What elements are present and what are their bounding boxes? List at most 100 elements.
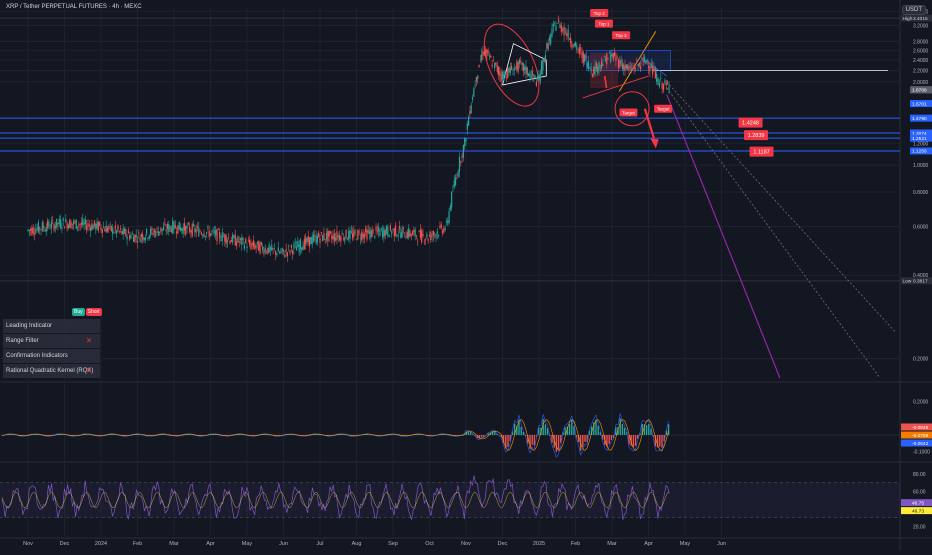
candle-body [185, 226, 186, 235]
candle-body [136, 235, 137, 237]
candle-body [640, 66, 641, 69]
candle-body [222, 232, 223, 240]
candle-body [42, 223, 43, 231]
close-icon[interactable]: ✕ [86, 337, 92, 345]
candle-body [456, 177, 457, 178]
indicator-row-range-filter[interactable]: Range Filter ✕ [3, 334, 100, 348]
osc-line [605, 448, 607, 451]
candle-body [125, 229, 126, 236]
osc-line [631, 449, 633, 451]
indicator-label: Range Filter [6, 338, 39, 344]
annotation-label: Top 2 [594, 11, 606, 16]
x-tick-label: May [242, 541, 253, 547]
candle-body [86, 226, 87, 231]
candle-body [351, 231, 352, 233]
candle-body [584, 54, 585, 61]
candle-body [585, 56, 586, 59]
candle-body [349, 230, 350, 239]
candle-body [130, 235, 131, 238]
candle-body [480, 60, 481, 61]
candle-body [626, 64, 627, 68]
candle-body [568, 30, 569, 38]
x-tick-label: May [680, 541, 691, 547]
osc-signal-line [497, 431, 499, 432]
candle-body [379, 230, 380, 236]
indicator-row-leading[interactable]: Leading Indicator [3, 319, 100, 333]
candle-body [67, 223, 68, 229]
candle-body [322, 236, 323, 241]
candle-body [228, 237, 229, 238]
candle-body [145, 237, 146, 240]
candle-body [505, 72, 506, 75]
candle-body [313, 235, 314, 242]
currency-button[interactable]: USDT [902, 5, 926, 15]
price-scale-label: 1.6701 [912, 101, 927, 107]
indicator-row-confirmation[interactable]: Confirmation Indicators [3, 349, 100, 363]
candle-body [476, 77, 477, 82]
candle-body [259, 244, 260, 254]
candle-body [636, 61, 637, 62]
y-tick-label: 1.0000 [913, 163, 929, 169]
candle-body [527, 68, 528, 75]
osc-line [565, 424, 567, 425]
candle-body [214, 231, 215, 233]
candle-body [150, 229, 151, 235]
candle-body [59, 219, 60, 224]
candle-body [621, 60, 622, 64]
candle-body [193, 224, 194, 226]
candle-body [472, 97, 473, 100]
candle-body [111, 226, 112, 231]
candle-body [158, 231, 159, 236]
candle-body [107, 228, 108, 231]
candle-body [169, 226, 170, 230]
candle-body [61, 227, 62, 229]
close-icon[interactable]: ✕ [86, 367, 92, 375]
candle-body [186, 226, 187, 229]
candle-body [482, 51, 483, 54]
candle-body [121, 231, 122, 234]
candle-body [639, 63, 640, 66]
candle-body [236, 241, 237, 245]
candle-body [160, 227, 161, 231]
candle-body [68, 225, 69, 228]
candle-body [70, 222, 71, 229]
candle-body [473, 88, 474, 96]
osc-line [556, 454, 558, 457]
candle-body [319, 238, 320, 243]
candle-body [202, 236, 203, 237]
y-tick-label: 2.2000 [913, 68, 929, 74]
candle-body [421, 230, 422, 241]
candle-body [369, 231, 370, 233]
indicator-row-rqk[interactable]: Rational Quadratic Kernel (RQK) ✕ [3, 364, 100, 378]
candle-body [364, 234, 365, 239]
candle-body [645, 61, 646, 64]
projection-line [667, 82, 895, 332]
candle-body [591, 68, 592, 70]
candle-body [284, 255, 285, 257]
y-tick-label: 3.2000 [913, 23, 929, 29]
candle-body [95, 224, 96, 230]
y-tick-label: 2.0000 [913, 80, 929, 86]
candle-body [641, 57, 642, 60]
candle-body [43, 226, 44, 228]
candle-body [362, 233, 363, 238]
candle-body [632, 67, 633, 68]
down-arrow [645, 109, 654, 139]
candle-body [289, 251, 290, 253]
candle-body [33, 227, 34, 233]
osc-signal-line [512, 435, 514, 443]
candle-body [194, 228, 195, 232]
candle-body [325, 239, 326, 240]
candle-body [662, 83, 663, 89]
extreme-value: 0.3817 [913, 279, 928, 285]
candle-body [216, 229, 217, 241]
candle-body [336, 231, 337, 239]
candle-body [643, 59, 644, 61]
candle-body [373, 229, 374, 230]
candle-body [644, 57, 645, 62]
candle-body [231, 240, 232, 242]
chart-title: XRP / Tether PERPETUAL FUTURES · 4h · ME… [6, 4, 142, 10]
osc-tick-label: 0.2000 [913, 400, 929, 406]
